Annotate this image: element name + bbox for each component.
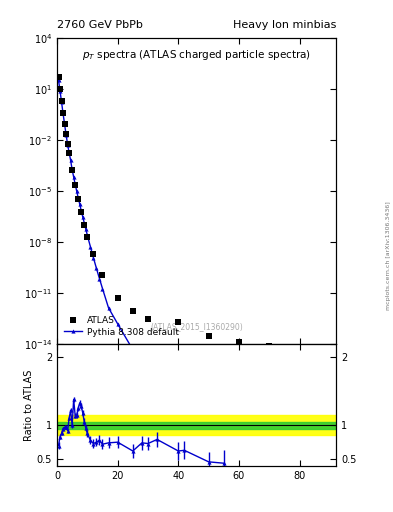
Pythia 8.308 default [161,389,165,395]
Pythia 8.308 default [130,347,135,353]
Pythia 8.308 default [94,265,99,271]
Pythia 8.308 default [61,110,65,116]
ATLAS [146,315,151,322]
Pythia 8.308 default [68,157,73,163]
Text: Heavy Ion minbias: Heavy Ion minbias [233,20,336,31]
Pythia 8.308 default [83,226,88,232]
ATLAS [65,141,70,147]
ATLAS [297,348,302,354]
Pythia 8.308 default [56,77,61,83]
Pythia 8.308 default [221,481,226,487]
ATLAS [76,197,81,203]
Pythia 8.308 default [58,88,62,94]
Pythia 8.308 default [81,214,85,220]
Pythia 8.308 default [237,507,241,512]
Pythia 8.308 default [73,181,77,187]
ATLAS [237,339,241,346]
Pythia 8.308 default [64,132,68,138]
Pythia 8.308 default [76,195,81,201]
Text: (ATLAS_2015_I1360290): (ATLAS_2015_I1360290) [150,323,243,332]
ATLAS [115,295,120,301]
ATLAS [62,121,67,127]
Pythia 8.308 default [74,188,79,194]
ATLAS [79,209,84,216]
Line: Pythia 8.308 default: Pythia 8.308 default [57,78,332,512]
Pythia 8.308 default [146,370,151,376]
Pythia 8.308 default [91,254,96,261]
ATLAS [85,234,90,240]
ATLAS [206,333,211,339]
Y-axis label: Ratio to ATLAS: Ratio to ATLAS [24,369,34,440]
Pythia 8.308 default [100,286,105,292]
Pythia 8.308 default [97,275,102,282]
ATLAS [328,349,332,355]
Pythia 8.308 default [71,174,76,180]
ATLAS [91,251,96,257]
Pythia 8.308 default [82,220,86,226]
Legend: ATLAS, Pythia 8.308 default: ATLAS, Pythia 8.308 default [61,313,182,339]
ATLAS [59,98,64,104]
ATLAS [130,308,135,314]
ATLAS [100,271,105,278]
ATLAS [176,319,181,326]
ATLAS [58,86,62,92]
ATLAS [64,131,68,137]
Pythia 8.308 default [191,434,196,440]
ATLAS [82,222,86,228]
Text: $p_T$ spectra (ATLAS charged particle spectra): $p_T$ spectra (ATLAS charged particle sp… [82,48,311,61]
ATLAS [56,74,61,80]
Pythia 8.308 default [59,99,64,105]
Pythia 8.308 default [106,305,111,311]
Pythia 8.308 default [88,243,93,249]
Pythia 8.308 default [176,412,181,418]
Text: 2760 GeV PbPb: 2760 GeV PbPb [57,20,143,31]
ATLAS [73,182,77,188]
Pythia 8.308 default [85,232,90,238]
Pythia 8.308 default [115,321,120,327]
Pythia 8.308 default [79,207,84,214]
ATLAS [61,110,65,116]
Text: mcplots.cern.ch [arXiv:1306.3436]: mcplots.cern.ch [arXiv:1306.3436] [386,202,391,310]
Pythia 8.308 default [65,141,70,147]
Pythia 8.308 default [77,201,82,207]
Pythia 8.308 default [62,121,67,127]
ATLAS [70,167,75,173]
ATLAS [67,150,72,156]
Line: ATLAS: ATLAS [56,75,333,354]
Pythia 8.308 default [67,150,72,156]
Pythia 8.308 default [70,167,75,173]
Pythia 8.308 default [206,457,211,463]
ATLAS [267,344,272,350]
